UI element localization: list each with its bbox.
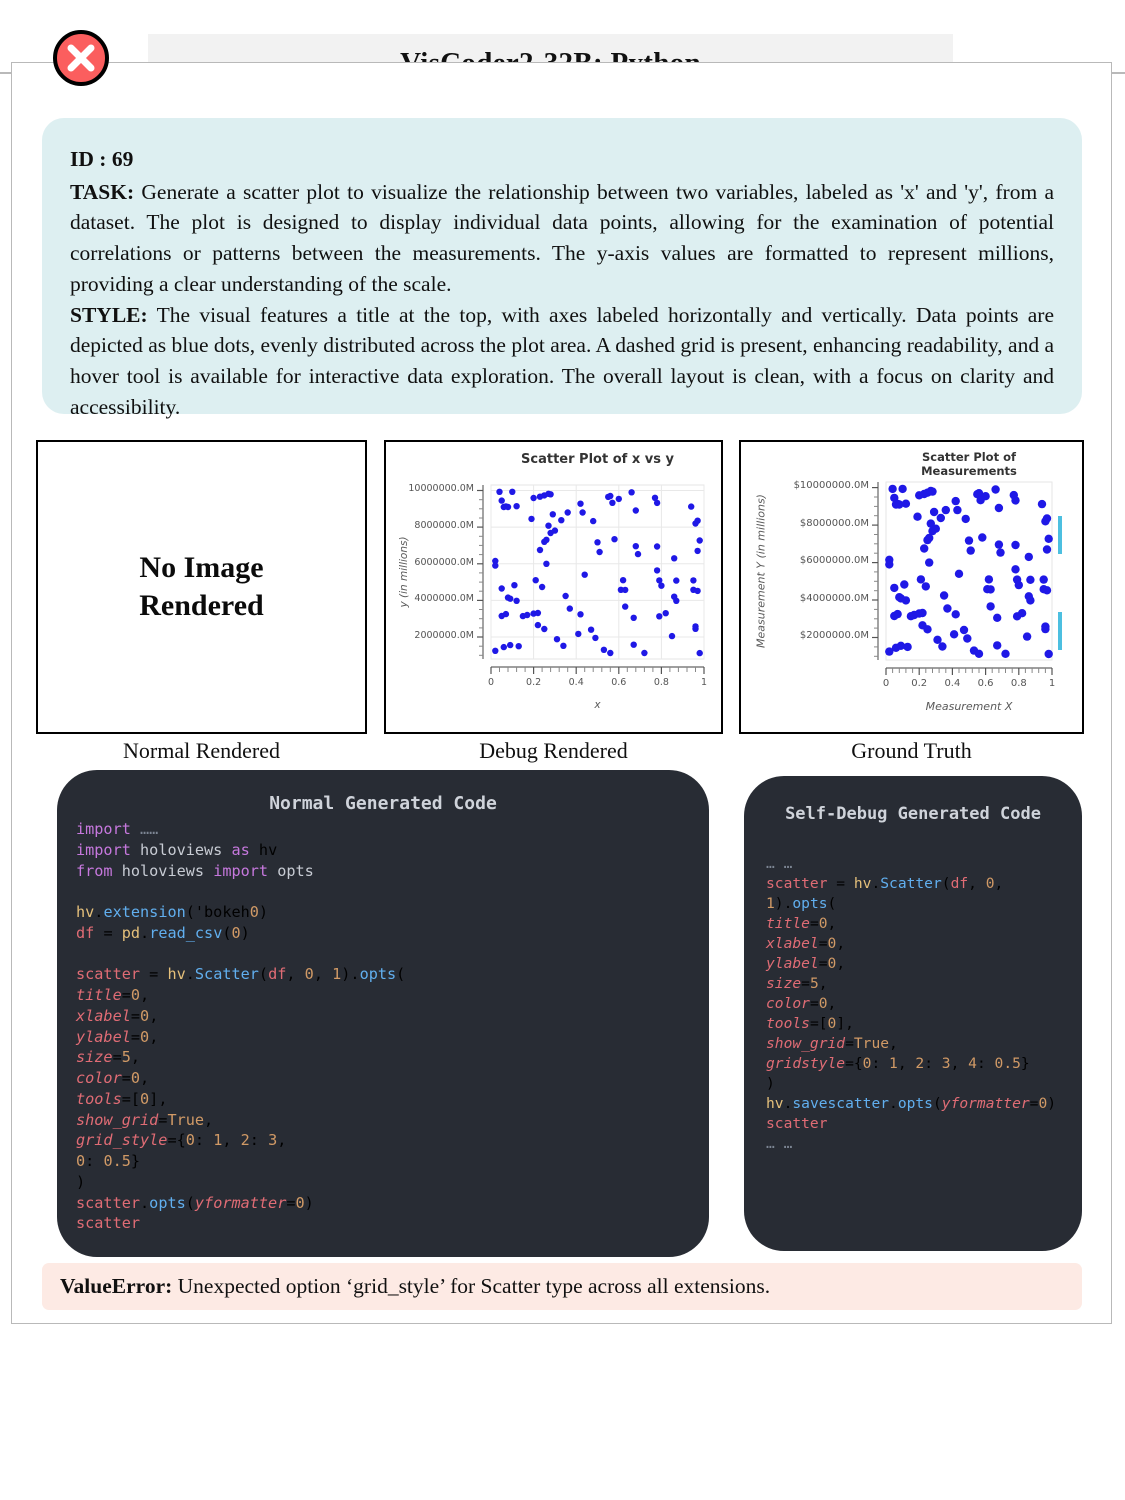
plot-title: Scatter Plot of x vs y [521, 452, 674, 467]
panel-normal-rendered: No Image Rendered [36, 440, 367, 734]
code-line: show_grid=True, [76, 1110, 214, 1129]
y-tick-label: $10000000.0M [793, 480, 869, 492]
y-tick-label: $2000000.0M [799, 630, 869, 642]
code-line: ) [76, 1172, 86, 1191]
prompt-style-text: The visual features a title at the top, … [70, 302, 1054, 419]
code-line: df = pd.read_csv(0) [76, 923, 250, 942]
code-line: scatter = hv.Scatter(df, 0, 1).opts( [766, 874, 1013, 912]
debug-scatter-chart: Scatter Plot of x vs y x y (in millions) 20… [386, 442, 721, 732]
x-tick-label: 1 [700, 677, 708, 688]
x-tick-label: 0.2 [526, 677, 542, 688]
y-tick-label: $4000000.0M [799, 592, 869, 604]
prompt-id-line: ID : 69 [70, 144, 1054, 175]
error-text: ValueError: Unexpected option ‘grid_styl… [60, 1274, 770, 1299]
no-image-line-1: No Image [139, 550, 264, 584]
x-tick-label: 0.8 [1010, 678, 1027, 689]
x-tick-label: 0.2 [911, 678, 928, 689]
no-image-placeholder: No Image Rendered [38, 442, 365, 732]
x-tick-label: 0.8 [653, 677, 669, 688]
code-line: xlabel=0, [766, 934, 846, 952]
plot-title: Scatter Plot of Measurements [921, 450, 1017, 478]
prompt-style-line: STYLE: The visual features a title at th… [70, 300, 1054, 423]
code-line: import …… [76, 820, 159, 838]
caption-normal-rendered: Normal Rendered [123, 738, 280, 763]
code-line: xlabel=0, [76, 1006, 159, 1025]
y-tick-label: $6000000.0M [799, 555, 869, 567]
code-line: import holoviews as hv [76, 840, 278, 859]
error-message: Unexpected option ‘grid_style’ for Scatt… [172, 1274, 771, 1298]
ground-truth-scatter-chart: Scatter Plot of Measurements Measurement … [741, 442, 1082, 732]
self-debug-code-title: Self-Debug Generated Code [785, 804, 1041, 824]
x-axis-label: Measurement X [925, 700, 1013, 713]
x-tick-label: 1 [1048, 678, 1056, 689]
error-label: ValueError: [60, 1274, 173, 1298]
prompt-style-label: STYLE: [70, 302, 148, 327]
x-tick-label: 0.4 [944, 678, 961, 689]
x-tick-label: 0.6 [977, 678, 994, 689]
code-line: scatter [76, 1214, 141, 1233]
code-line: scatter [766, 1114, 828, 1132]
close-circle-icon[interactable] [53, 30, 109, 86]
self-debug-generated-code-card: Self-Debug Generated Code … … scatter = h… [744, 776, 1082, 1251]
code-line: scatter = hv.Scatter(df, 0, 1).opts( [76, 965, 406, 984]
caption-ground-truth: Ground Truth [851, 738, 972, 763]
code-line: scatter.opts(yformatter=0) [76, 1193, 314, 1212]
code-line: color=0, [76, 1069, 150, 1087]
code-line: ylabel=0, [76, 1027, 159, 1046]
code-line: hv.savescatter.opts(yformatter=0) [766, 1094, 1057, 1112]
x-tick-label: 0.4 [568, 677, 584, 688]
caption-debug-rendered: Debug Rendered [479, 738, 628, 763]
code-line: tools=[0], [76, 1089, 168, 1108]
code-line: show_grid=True, [766, 1034, 898, 1052]
x-axis-label: x [594, 699, 601, 711]
x-tick-label: 0 [487, 677, 495, 688]
code-line: ) [766, 1074, 775, 1092]
self-debug-code-body[interactable]: … … scatter = hv.Scatter(df, 0, 1).opts( t… [744, 824, 1082, 1154]
code-line: size=5, [766, 974, 828, 992]
y-tick-label: 10000000.0M [408, 483, 474, 495]
code-line: ylabel=0, [766, 954, 846, 972]
x-tick-label: 0 [882, 678, 890, 689]
prompt-id-label: ID : [70, 147, 107, 171]
y-tick-label: 2000000.0M [414, 629, 474, 641]
no-image-line-2: Rendered [139, 589, 264, 622]
prompt-task-label: TASK: [70, 179, 135, 204]
y-tick-label: 6000000.0M [414, 556, 474, 568]
y-axis-label: y (in millions) [398, 536, 410, 608]
panel-ground-truth: Scatter Plot of Measurements Measurement … [739, 440, 1084, 734]
y-axis-label: Measurement Y (in millions) [754, 494, 768, 648]
prompt-task-text: Generate a scatter plot to visualize the… [70, 179, 1054, 296]
code-line: hv.extension('bokeh0) [76, 903, 269, 921]
code-line: … … [766, 1134, 793, 1152]
code-line: title=0, [766, 914, 837, 932]
normal-code-title: Normal Generated Code [269, 793, 497, 814]
code-line: 0: 0.5} [76, 1152, 141, 1170]
code-line: … … [766, 855, 793, 872]
code-line [76, 944, 693, 965]
normal-generated-code-card: Normal Generated Code import …… import ho… [57, 770, 709, 1257]
prompt-id-value: 69 [111, 147, 134, 171]
y-tick-label: $8000000.0M [799, 517, 869, 529]
prompt-card: ID : 69 TASK: Generate a scatter plot to… [42, 118, 1082, 419]
code-line: size=5, [76, 1048, 141, 1067]
y-tick-label: 4000000.0M [414, 593, 474, 605]
panel-debug-rendered: Scatter Plot of x vs y x y (in millions) 20… [384, 440, 723, 734]
normal-code-body[interactable]: import …… import holoviews as hv from holo… [57, 814, 709, 1234]
code-line [76, 881, 693, 902]
code-line: color=0, [766, 994, 837, 1012]
code-line: tools=[0], [766, 1014, 854, 1032]
code-line: from holoviews import opts [76, 861, 314, 880]
code-line: title=0, [76, 986, 150, 1004]
error-banner: ValueError: Unexpected option ‘grid_styl… [42, 1263, 1082, 1310]
code-line: grid_style={0: 1, 2: 3, [76, 1131, 287, 1150]
code-line: gridstyle={0: 1, 2: 3, 4: 0.5} [766, 1054, 1030, 1072]
prompt-task-line: TASK: Generate a scatter plot to visuali… [70, 177, 1054, 300]
x-tick-label: 0.6 [611, 677, 627, 688]
y-tick-label: 8000000.0M [414, 520, 474, 531]
